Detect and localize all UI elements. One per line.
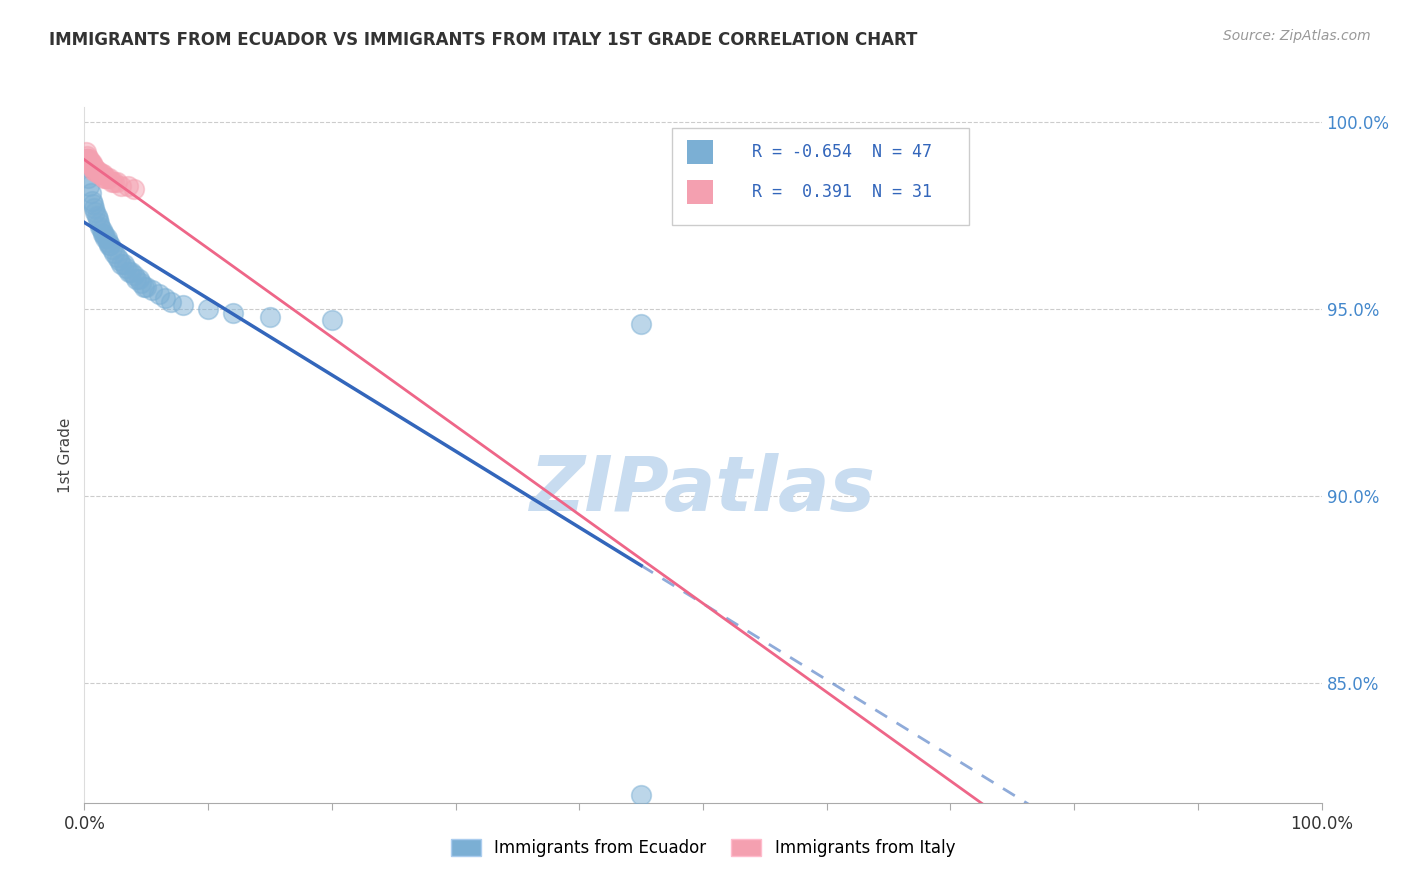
- Point: [105, 250, 128, 264]
- Text: Source: ZipAtlas.com: Source: ZipAtlas.com: [1223, 29, 1371, 43]
- Point: [96, 171, 118, 186]
- Point: [91, 167, 114, 181]
- Point: [83, 201, 105, 215]
- Point: [103, 175, 125, 189]
- Legend: Immigrants from Ecuador, Immigrants from Italy: Immigrants from Ecuador, Immigrants from…: [444, 832, 962, 864]
- Point: [160, 294, 183, 309]
- Point: [108, 253, 131, 268]
- Point: [86, 163, 108, 178]
- Point: [96, 231, 118, 245]
- Point: [98, 238, 121, 252]
- Point: [84, 204, 107, 219]
- Point: [80, 160, 103, 174]
- Point: [79, 178, 101, 193]
- Point: [83, 163, 105, 178]
- Point: [135, 279, 157, 293]
- Point: [117, 178, 139, 193]
- Point: [97, 235, 120, 249]
- Point: [90, 167, 112, 181]
- Point: [83, 160, 105, 174]
- Point: [98, 238, 121, 252]
- Point: [90, 223, 112, 237]
- Bar: [688, 140, 713, 164]
- Point: [79, 156, 101, 170]
- Point: [89, 216, 111, 230]
- Point: [79, 186, 101, 200]
- Point: [82, 160, 104, 174]
- Point: [129, 276, 152, 290]
- Point: [122, 268, 145, 283]
- Point: [105, 175, 128, 189]
- Point: [84, 163, 107, 178]
- Point: [110, 257, 132, 271]
- Point: [77, 153, 100, 167]
- Text: ZIPatlas: ZIPatlas: [530, 453, 876, 526]
- Point: [112, 257, 135, 271]
- Point: [153, 291, 176, 305]
- Text: IMMIGRANTS FROM ECUADOR VS IMMIGRANTS FROM ITALY 1ST GRADE CORRELATION CHART: IMMIGRANTS FROM ECUADOR VS IMMIGRANTS FR…: [49, 31, 918, 49]
- Point: [172, 298, 194, 312]
- Point: [128, 272, 150, 286]
- Point: [259, 310, 281, 324]
- Point: [103, 246, 125, 260]
- Point: [110, 178, 132, 193]
- Point: [630, 789, 652, 803]
- Point: [93, 227, 115, 242]
- Point: [87, 163, 110, 178]
- Point: [79, 156, 101, 170]
- Point: [82, 197, 104, 211]
- Point: [89, 167, 111, 181]
- Point: [321, 313, 343, 327]
- Point: [89, 219, 111, 234]
- Point: [100, 175, 122, 189]
- Point: [76, 149, 98, 163]
- Point: [87, 212, 110, 227]
- Point: [82, 160, 104, 174]
- Bar: [672, 128, 969, 226]
- Point: [141, 283, 163, 297]
- Point: [76, 160, 98, 174]
- Text: R =  0.391  N = 31: R = 0.391 N = 31: [752, 183, 932, 201]
- Text: R = -0.654  N = 47: R = -0.654 N = 47: [752, 144, 932, 161]
- Point: [75, 153, 97, 167]
- Point: [132, 279, 155, 293]
- Point: [77, 171, 100, 186]
- Point: [75, 145, 97, 159]
- Point: [222, 306, 245, 320]
- Point: [94, 231, 117, 245]
- Point: [80, 194, 103, 208]
- Point: [80, 156, 103, 170]
- Point: [94, 171, 117, 186]
- Point: [89, 167, 111, 181]
- Point: [98, 171, 121, 186]
- Point: [100, 242, 122, 256]
- Point: [118, 265, 141, 279]
- Point: [93, 171, 115, 186]
- Point: [79, 153, 101, 167]
- Point: [79, 156, 101, 170]
- Point: [120, 265, 142, 279]
- Point: [86, 209, 108, 223]
- Point: [91, 227, 114, 242]
- Y-axis label: 1st Grade: 1st Grade: [58, 417, 73, 492]
- Bar: [688, 180, 713, 204]
- Point: [197, 301, 219, 316]
- Point: [122, 182, 145, 196]
- Point: [125, 272, 148, 286]
- Point: [115, 260, 138, 275]
- Point: [148, 287, 170, 301]
- Point: [630, 317, 652, 331]
- Point: [76, 153, 98, 167]
